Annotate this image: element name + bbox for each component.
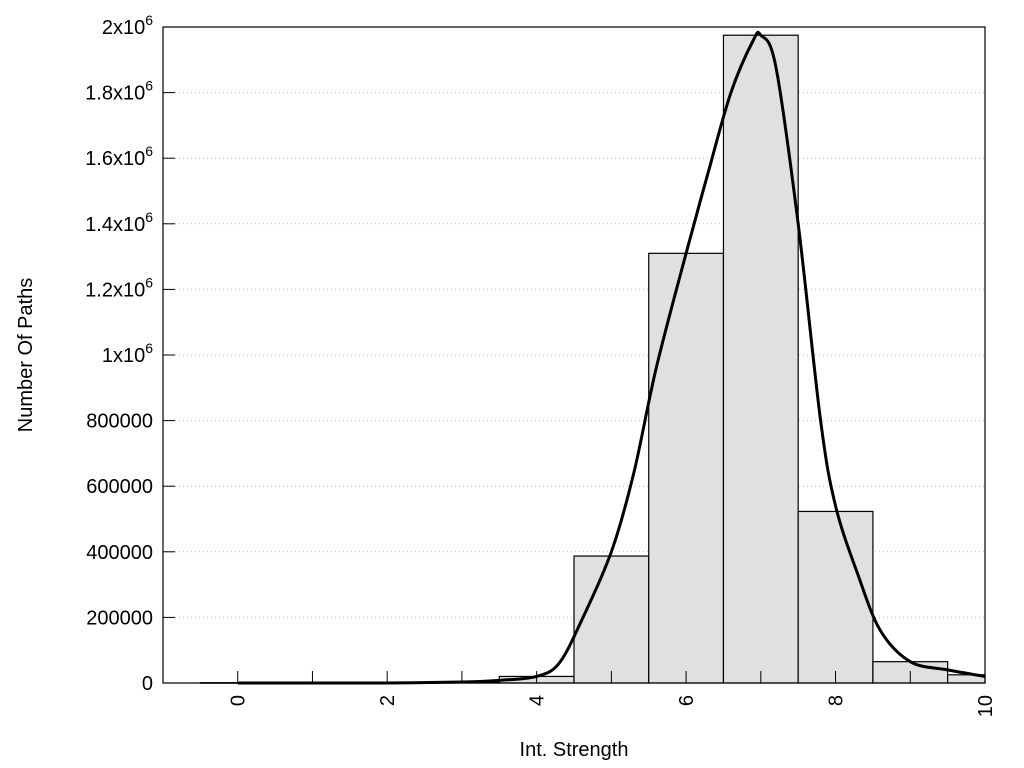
y-tick-label: 600000	[86, 476, 153, 498]
x-tick-label: 6	[676, 695, 698, 706]
histogram-bar	[722, 34, 799, 684]
y-tick-label: 1.6x106	[85, 143, 153, 170]
y-tick-label: 1.8x106	[85, 78, 153, 105]
y-tick-label: 800000	[86, 411, 153, 433]
fit-curve-line	[237, 30, 986, 685]
fit-curve	[237, 30, 986, 685]
y-tick-label: 2x106	[102, 12, 153, 39]
y-tick-label: 0	[142, 673, 153, 695]
x-axis-label: Int. Strength	[520, 739, 629, 761]
x-tick-label: 8	[826, 695, 848, 706]
y-axis-ticks: 0 200000 400000 600000 800000 1x106 1.2x106 1.4…	[85, 12, 175, 695]
y-axis-label: Number Of Paths	[15, 278, 37, 433]
y-tick-label: 1.2x106	[85, 274, 153, 301]
histogram-bar	[648, 252, 725, 684]
plot-area-frame	[162, 26, 986, 684]
y-tick-label: 1x106	[102, 340, 153, 367]
x-tick-label: 0	[228, 695, 250, 706]
histogram-bar	[797, 510, 874, 684]
y-tick-label: 200000	[86, 607, 153, 629]
bars	[199, 34, 986, 684]
y-tick-label: 1.4x106	[85, 209, 153, 236]
x-tick-label: 10	[975, 695, 997, 717]
y-tick-label: 400000	[86, 542, 153, 564]
histogram-bar	[573, 555, 650, 684]
x-tick-label: 4	[527, 695, 549, 706]
x-axis-ticks: 0 2 4 6 8 10	[228, 671, 997, 717]
x-tick-label: 2	[377, 695, 399, 706]
